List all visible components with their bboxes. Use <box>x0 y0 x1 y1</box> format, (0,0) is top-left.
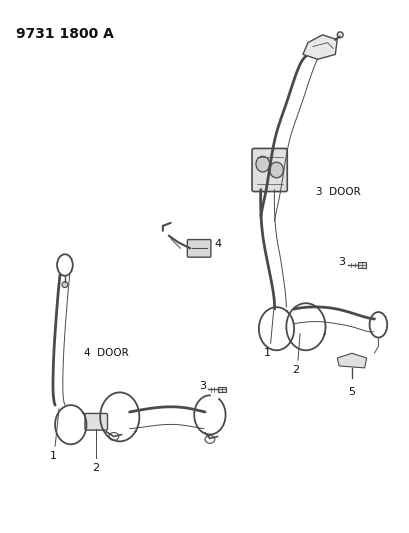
FancyBboxPatch shape <box>187 239 210 257</box>
Polygon shape <box>337 353 366 368</box>
FancyBboxPatch shape <box>217 387 225 392</box>
Text: 9731 1800 A: 9731 1800 A <box>16 27 114 41</box>
Text: 3: 3 <box>198 381 205 391</box>
Text: 5: 5 <box>348 387 355 398</box>
FancyBboxPatch shape <box>85 414 107 430</box>
Text: 1: 1 <box>263 348 270 358</box>
Polygon shape <box>302 35 337 59</box>
FancyBboxPatch shape <box>357 262 365 268</box>
Ellipse shape <box>255 156 269 172</box>
Ellipse shape <box>337 32 342 38</box>
Ellipse shape <box>62 281 67 288</box>
Text: 2: 2 <box>292 365 299 375</box>
FancyBboxPatch shape <box>252 149 287 191</box>
Text: 4  DOOR: 4 DOOR <box>84 348 129 358</box>
Text: 3  DOOR: 3 DOOR <box>315 187 360 197</box>
Text: 2: 2 <box>92 463 99 473</box>
Text: 3: 3 <box>337 257 344 267</box>
Ellipse shape <box>269 162 283 178</box>
Text: 1: 1 <box>49 451 56 461</box>
Text: 4: 4 <box>214 239 221 249</box>
